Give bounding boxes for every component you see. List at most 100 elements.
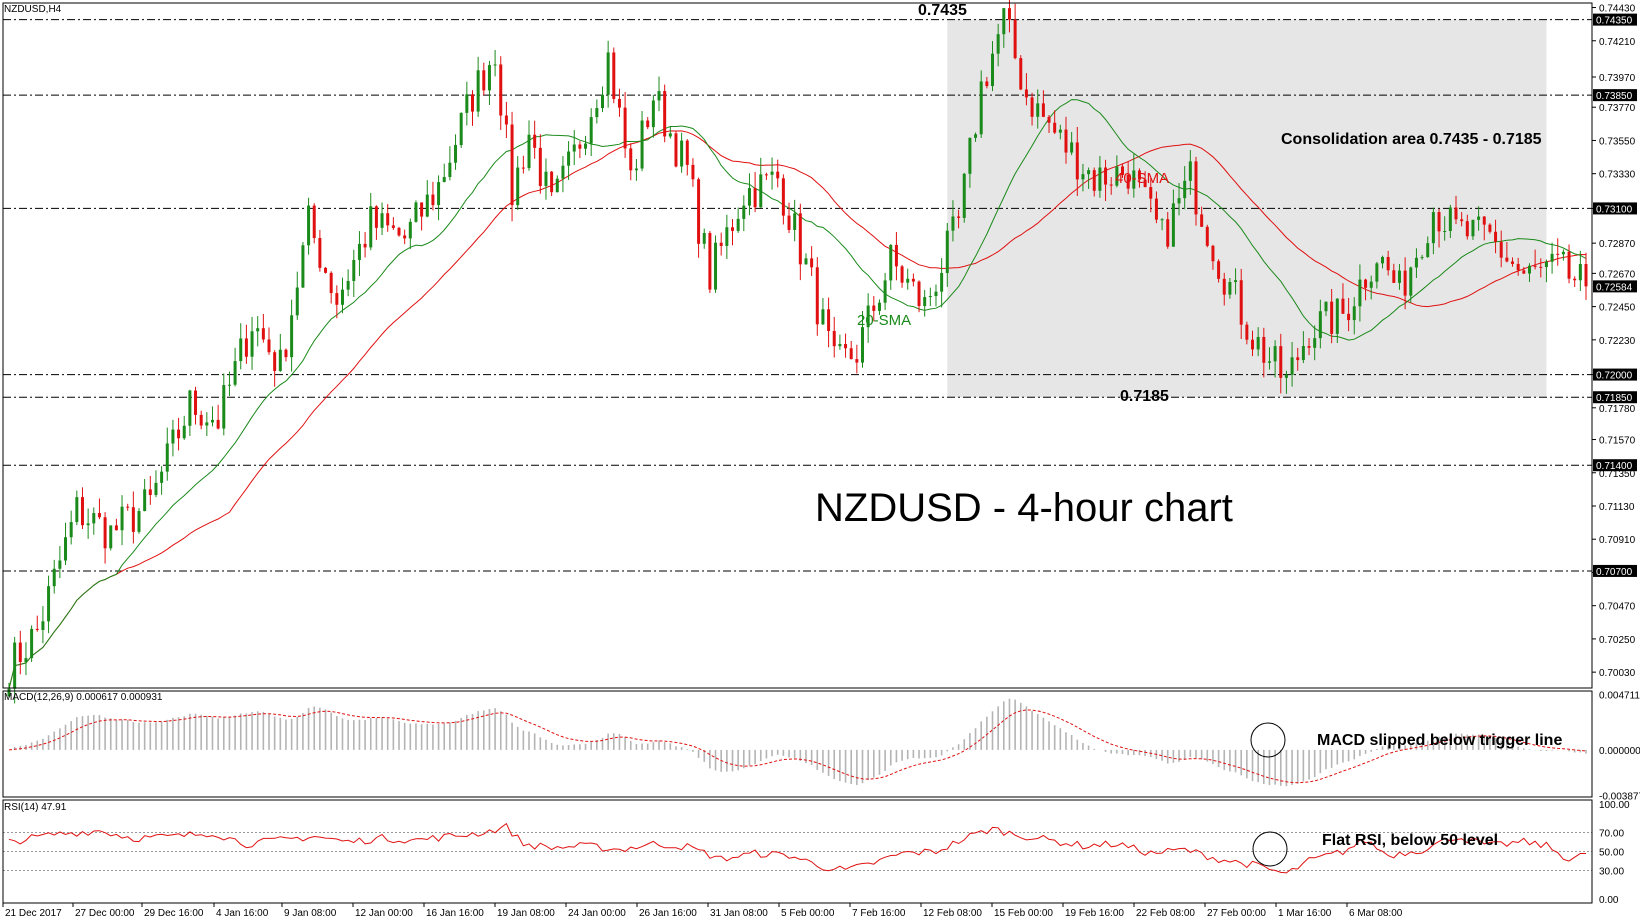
- time-tick-label: 27 Feb 00:00: [1207, 908, 1266, 919]
- candle-body: [821, 309, 825, 325]
- candle-body: [397, 227, 401, 236]
- candle-body: [1544, 261, 1548, 268]
- candle-body: [1561, 251, 1565, 255]
- candle-body: [425, 194, 429, 217]
- price-highlight-label: 0.72584: [1596, 282, 1633, 293]
- candle-body: [1041, 103, 1045, 117]
- candle-body: [182, 425, 186, 439]
- candle-body: [1567, 251, 1571, 279]
- candle-body: [646, 120, 650, 128]
- candle-body: [1194, 161, 1198, 215]
- candle-body: [58, 560, 62, 569]
- candle-body: [420, 202, 424, 217]
- price-highlight-box: [1593, 564, 1637, 577]
- candle-body: [52, 568, 56, 587]
- candle-body: [403, 235, 407, 239]
- candle-body: [719, 242, 723, 246]
- candle-body: [1228, 282, 1232, 295]
- candle-body: [906, 278, 910, 283]
- candle-body: [595, 108, 599, 118]
- candle-body: [1143, 179, 1147, 188]
- candle-body: [832, 330, 836, 347]
- candle-body: [499, 64, 503, 116]
- candle-body: [725, 227, 729, 246]
- candle-body: [1392, 270, 1396, 283]
- candle-body: [934, 291, 938, 297]
- candle-body: [889, 244, 893, 281]
- candle-body: [312, 205, 316, 239]
- candle-body: [267, 339, 271, 353]
- price-highlight-label: 0.74350: [1596, 16, 1633, 27]
- candle-body: [97, 513, 101, 518]
- candle-body: [674, 133, 678, 167]
- candle-body: [883, 280, 887, 303]
- macd-panel: MACD(12,26,9) 0.000617 0.000931 MACD sli…: [4, 692, 1587, 787]
- candle-body: [1109, 184, 1113, 186]
- rsi-tick-label: 0.00: [1599, 895, 1619, 906]
- price-tick-label: 0.72450: [1599, 303, 1636, 314]
- candle-body: [555, 178, 559, 193]
- candle-body: [1307, 346, 1311, 348]
- candle-body: [1013, 19, 1017, 59]
- time-tick-label: 24 Jan 00:00: [568, 908, 626, 919]
- candle-body: [770, 171, 774, 175]
- price-highlight-label: 0.71850: [1596, 393, 1633, 404]
- price-tick-label: 0.72670: [1599, 269, 1636, 280]
- candle-body: [1262, 336, 1266, 363]
- candle-body: [1488, 224, 1492, 232]
- candle-body: [776, 171, 780, 179]
- candle-body: [844, 344, 848, 349]
- candle-body: [239, 338, 243, 362]
- candle-body: [1273, 346, 1277, 362]
- candle-body: [527, 134, 531, 169]
- candle-body: [900, 266, 904, 283]
- price-tick-label: 0.73770: [1599, 103, 1636, 114]
- candle-body: [1511, 261, 1515, 264]
- time-tick-label: 1 Mar 16:00: [1278, 908, 1332, 919]
- candle-body: [13, 642, 17, 689]
- rsi-tick-label: 50.00: [1599, 848, 1624, 859]
- candle-body: [171, 429, 175, 444]
- candle-body: [1477, 216, 1481, 220]
- price-tick-label: 0.72230: [1599, 336, 1636, 347]
- candle-body: [861, 327, 865, 363]
- candle-body: [538, 147, 542, 186]
- candle-body: [1132, 170, 1136, 189]
- candle-body: [657, 91, 661, 101]
- rsi-panel: RSI(14) 47.91 Flat RSI, below 50 level: [3, 802, 1592, 874]
- candle-body: [1318, 311, 1322, 339]
- candle-body: [476, 70, 480, 112]
- candle-body: [1290, 357, 1294, 375]
- candle-body: [781, 178, 785, 216]
- candle-body: [962, 173, 966, 218]
- macd-tick-label: 0.004711: [1599, 690, 1640, 701]
- candle-body: [753, 188, 757, 208]
- candle-body: [459, 112, 463, 146]
- candle-body: [244, 338, 248, 357]
- candle-body: [205, 422, 209, 426]
- candle-body: [1494, 231, 1498, 242]
- price-highlight-label: 0.70700: [1596, 567, 1633, 578]
- candle-body: [651, 100, 655, 128]
- price-highlight-box: [1593, 280, 1637, 293]
- candle-body: [324, 267, 328, 273]
- time-tick-label: 6 Mar 08:00: [1349, 908, 1403, 919]
- candle-body: [991, 53, 995, 87]
- candle-body: [448, 162, 452, 177]
- candle-body: [974, 134, 978, 138]
- candle-body: [1217, 261, 1221, 279]
- candle-body: [1578, 264, 1582, 281]
- candle-body: [1505, 257, 1509, 262]
- price-highlight-box: [1593, 89, 1637, 102]
- candle-body: [742, 205, 746, 219]
- candle-body: [612, 52, 616, 99]
- price-tick-label: 0.70250: [1599, 635, 1636, 646]
- candle-body: [1245, 324, 1249, 340]
- candle-body: [521, 167, 525, 169]
- candle-body: [80, 497, 84, 526]
- candle-body: [1070, 142, 1074, 153]
- candle-body: [1058, 129, 1062, 133]
- candle-body: [736, 218, 740, 231]
- price-highlight-label: 0.73850: [1596, 91, 1633, 102]
- candle-body: [1454, 207, 1458, 220]
